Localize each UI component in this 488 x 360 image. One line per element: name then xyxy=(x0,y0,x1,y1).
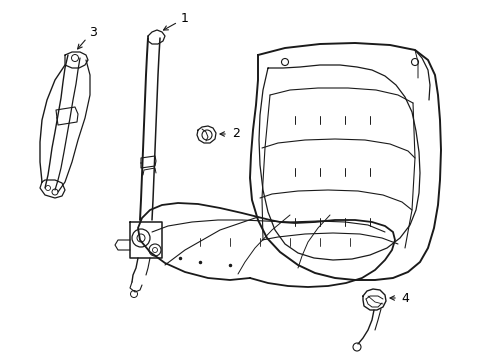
Text: 4: 4 xyxy=(400,292,408,305)
Text: 2: 2 xyxy=(232,127,240,140)
Text: 1: 1 xyxy=(181,12,188,24)
Text: 3: 3 xyxy=(89,26,97,39)
